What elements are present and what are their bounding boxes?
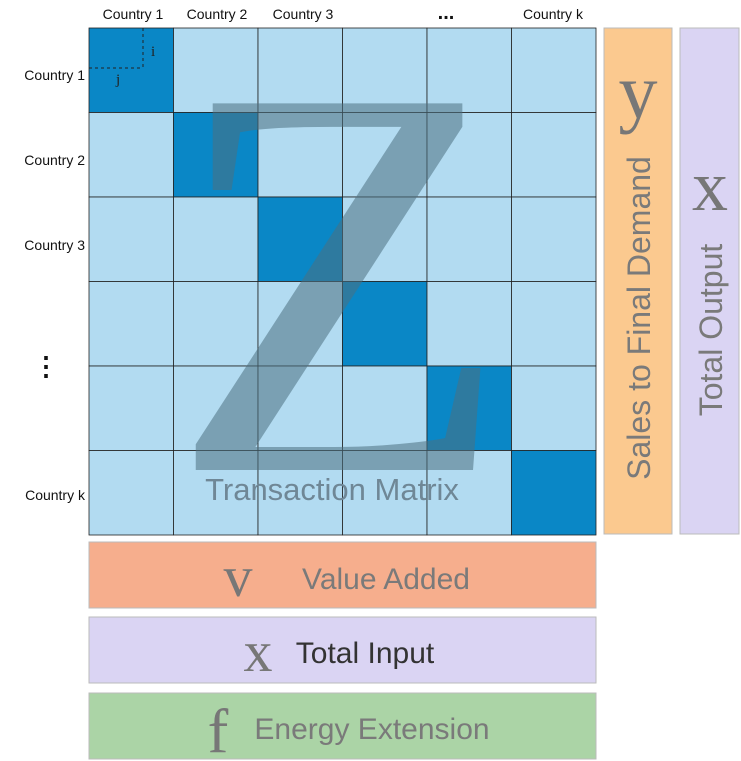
- cell: [88, 365, 174, 451]
- total-input-label: Total Input: [296, 637, 435, 670]
- diagonal-cell: [88, 27, 174, 113]
- diagonal-cell: [173, 112, 259, 198]
- cell: [342, 112, 428, 198]
- cell: [511, 27, 597, 113]
- diagonal-cell: [257, 196, 343, 282]
- cell: [511, 281, 597, 367]
- cell: [511, 365, 597, 451]
- row-label: Country k: [25, 487, 86, 503]
- cell: [342, 27, 428, 113]
- cell: [88, 281, 174, 367]
- value-added-symbol: v: [224, 544, 253, 609]
- cell: [257, 27, 343, 113]
- matrix-symbol: Z: [169, 0, 511, 592]
- cell: [88, 450, 174, 536]
- cell: [426, 281, 512, 367]
- total-input-box: [88, 616, 597, 684]
- total-output-symbol: x: [692, 146, 728, 226]
- matrix-label: Transaction Matrix: [205, 472, 459, 507]
- value-added-label: Value Added: [302, 563, 470, 596]
- matrix-grid: [88, 27, 597, 536]
- cell: [342, 450, 428, 536]
- row-index: i: [151, 44, 155, 60]
- column-label: Country 2: [187, 6, 248, 22]
- final-demand-label: Sales to Final Demand: [621, 156, 657, 480]
- column-label: Country 3: [273, 6, 334, 22]
- diagonal-cell: [342, 281, 428, 367]
- row-label: Country 3: [24, 237, 85, 253]
- value-added-box: [88, 541, 597, 609]
- cell: [426, 450, 512, 536]
- row-label: ⋮: [33, 351, 59, 381]
- total-output-box: [679, 27, 740, 535]
- energy-extension-symbol: f: [208, 698, 229, 761]
- cell: [173, 196, 259, 282]
- diagonal-cell: [426, 365, 512, 451]
- cell: [257, 365, 343, 451]
- cell: [342, 365, 428, 451]
- cell: [426, 196, 512, 282]
- cell: [173, 27, 259, 113]
- cell: [511, 196, 597, 282]
- row-label: Country 2: [24, 152, 85, 168]
- cell: [511, 112, 597, 198]
- column-label: Country k: [523, 6, 584, 22]
- total-output-label: Total Output: [693, 244, 729, 417]
- row-label: Country 1: [24, 67, 85, 83]
- cell: [173, 281, 259, 367]
- total-input-symbol: x: [244, 619, 273, 684]
- diagonal-cell: [511, 450, 597, 536]
- cell: [426, 27, 512, 113]
- cell: [88, 196, 174, 282]
- column-label: Country 1: [103, 6, 164, 22]
- column-label: ...: [438, 2, 455, 24]
- cell: [257, 281, 343, 367]
- cell: [342, 196, 428, 282]
- energy-extension-box: [88, 692, 597, 760]
- energy-extension-label: Energy Extension: [254, 713, 489, 746]
- cell-index-marks: i j: [89, 28, 155, 88]
- column-index: j: [115, 72, 120, 88]
- final-demand-symbol: y: [619, 48, 658, 135]
- final-demand-box: [603, 27, 673, 535]
- cell: [88, 112, 174, 198]
- labels: Country 1 Country 2 Country 3... Country k C…: [24, 2, 584, 503]
